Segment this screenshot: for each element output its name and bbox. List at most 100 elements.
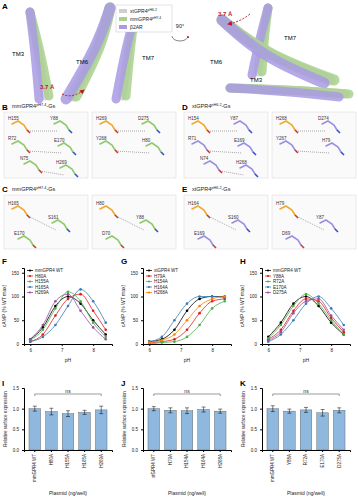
legend-line [146,287,152,288]
residue-atom [39,170,42,173]
tick-label: 0.0 [251,448,258,453]
data-point [29,338,32,341]
residue-label: Y267 [276,136,287,141]
bar [29,409,41,450]
panel-letter: K [240,379,246,388]
tick-mark [212,344,213,346]
residue-label: H269 [96,116,107,121]
residue-atom [341,152,344,155]
chart: mmGPR4 WTY88AR72AE170AD275A0.00.51.01.5P… [241,386,351,496]
residue-stick [232,220,247,229]
legend-marker [148,291,150,293]
panel-e: xtGPR4pH6.2-GsH164S160E169H79Y87D69 [184,186,356,249]
legend-entry: H269A [35,290,49,295]
data-point [267,339,270,342]
tick-label: 0.0 [132,448,139,453]
error-bar [337,408,341,413]
tick-label: mmGPR4 WT [32,454,37,482]
panel-title-suffix: -Gs [222,103,231,109]
tick-label: 1.5 [13,386,20,391]
residue-label: Y268 [96,136,107,141]
axis-line [141,389,144,451]
panel-title: xtGPR4pH6.2-Gs [192,103,231,109]
tick-mark [260,320,262,321]
data-point [67,305,70,308]
tick-mark [62,344,63,346]
legend-entry-base: mmGPR4 [130,16,152,22]
tick-label: H79A [168,454,173,465]
data-point [330,319,333,322]
distance-label: 3.7 Å [218,11,233,17]
tick-label: xtGPR4 WT [151,454,156,478]
residue-stick [52,220,67,229]
tick-mark [84,450,85,452]
helix [222,20,324,83]
bar [79,412,91,450]
tick: 0.5 [132,427,143,432]
residue-stick [326,143,341,152]
panel-d: xtGPR4pH6.2-GsH154Y87R71E169N74H268H268D… [184,103,356,178]
tick: 50 [252,318,262,323]
tick: 0.5 [13,427,24,432]
tick-mark [260,429,262,430]
tick-label: 50 [252,318,258,323]
tick-mark [51,450,52,452]
significance-bracket [154,394,220,396]
legend-entry: H165A [35,285,49,290]
residue-stick [18,236,33,245]
series-line [30,292,105,340]
axis-line [263,451,351,453]
tick: 1.0 [251,407,262,412]
legend-marker [148,280,150,282]
tick-mark [101,450,102,452]
tick-mark [289,450,290,452]
tick-label: 1.0 [13,407,20,412]
y-axis-title: Relative surface expression [122,391,127,447]
data-point [342,328,345,331]
data-point [92,300,95,303]
helix-label: TM6 [76,59,89,65]
tick: 1.5 [13,386,24,391]
data-point [79,288,82,291]
tick-label: 8 [211,348,214,353]
bar [198,409,210,450]
data-point [280,331,283,334]
residue-stick [234,121,249,130]
tick-mark [339,450,340,452]
series-line [268,299,343,339]
residue-stick [106,236,121,245]
tick: H269A [99,450,104,468]
axis: 050100150 [11,269,24,347]
tick-label: 1.0 [251,407,258,412]
series-line [149,299,224,343]
data-point [280,324,283,327]
data-point [54,314,57,317]
y-axis-title: cAMP (% WT max) [1,285,7,328]
structure-view [4,112,88,178]
residue-stick [240,165,255,174]
residue-atom [207,150,210,153]
data-point [186,302,189,305]
data-point [305,302,308,305]
error-bar [99,406,103,413]
tick-label: H165A [82,454,87,468]
legend-entry: D275A [273,290,287,295]
bar [300,410,312,450]
h-bond [208,216,236,230]
bar [165,410,177,450]
axis: 678 [25,344,113,353]
panel-title-suffix: -Gs [222,186,231,192]
error-bar [152,407,156,411]
tick: 0.5 [251,427,262,432]
structure-view [92,195,176,249]
series-line [30,294,105,339]
tick: 6 [30,344,33,353]
residue-atom [301,245,304,248]
data-point [67,293,70,296]
tick-mark [187,450,188,452]
data-point [54,307,57,310]
panel-title-suffix: -Gs [46,103,55,109]
panel-letter: F [2,257,7,266]
error-bar [168,408,172,413]
axis-line [22,389,25,451]
